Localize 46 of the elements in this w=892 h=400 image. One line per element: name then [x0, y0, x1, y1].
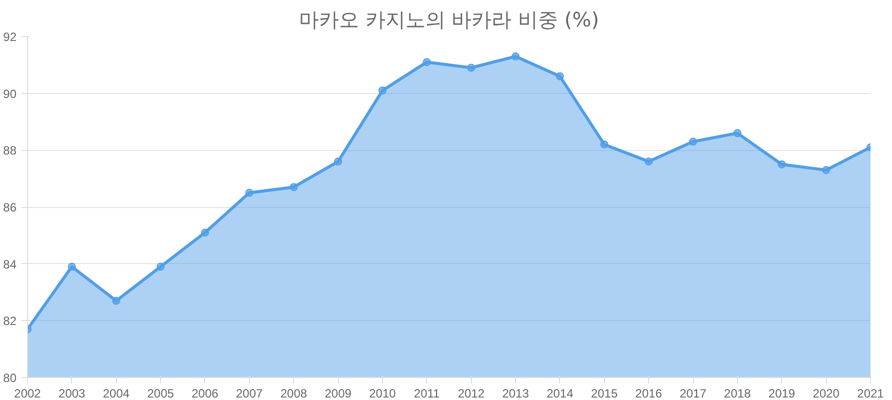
y-tick-label: 92 [3, 30, 17, 44]
y-tick-label: 86 [3, 200, 17, 214]
x-tick-label: 2012 [458, 386, 485, 400]
x-tick-label: 2019 [768, 386, 796, 400]
point [112, 296, 120, 305]
point [378, 86, 386, 94]
x-tick-label: 2015 [590, 386, 618, 400]
x-tick-label: 2002 [14, 386, 42, 400]
point [200, 228, 209, 237]
x-tick-label: 2009 [324, 386, 352, 400]
x-tick-label: 2004 [102, 386, 130, 400]
point [733, 129, 742, 138]
point [156, 262, 165, 271]
x-tick-label: 2020 [812, 386, 840, 400]
point [689, 138, 698, 146]
point [600, 140, 608, 148]
y-tick-label: 90 [3, 86, 17, 101]
point [334, 158, 342, 166]
x-tick-label: 2006 [192, 386, 219, 400]
x-tick-label: 2010 [369, 386, 396, 400]
point [822, 166, 830, 174]
point [68, 262, 76, 271]
y-tick-label: 84 [3, 257, 17, 272]
y-tick-label: 88 [3, 144, 17, 158]
point [422, 58, 431, 66]
x-tick-label: 2016 [635, 386, 662, 400]
point [245, 188, 254, 197]
y-tick-label: 80 [3, 371, 17, 385]
point [290, 183, 298, 192]
x-tick-label: 2008 [280, 386, 308, 400]
x-tick-label: 2018 [724, 386, 752, 400]
x-tick-label: 2017 [680, 386, 707, 400]
y-tick-label: 82 [3, 314, 17, 328]
x-tick-label: 2005 [147, 386, 174, 400]
point [467, 64, 476, 72]
x-tick-label: 2021 [857, 386, 884, 400]
x-tick-label: 2013 [502, 386, 530, 400]
x-tick-label: 2003 [58, 386, 86, 400]
point [644, 158, 653, 166]
x-tick-label: 2014 [546, 386, 574, 400]
chart-title: 마카오 카지노의 바카라 비중 (%) [298, 8, 600, 32]
point [512, 52, 520, 60]
point [778, 160, 786, 168]
x-tick-label: 2011 [414, 386, 440, 400]
x-tick-label: 2007 [236, 386, 264, 400]
point [556, 72, 564, 80]
